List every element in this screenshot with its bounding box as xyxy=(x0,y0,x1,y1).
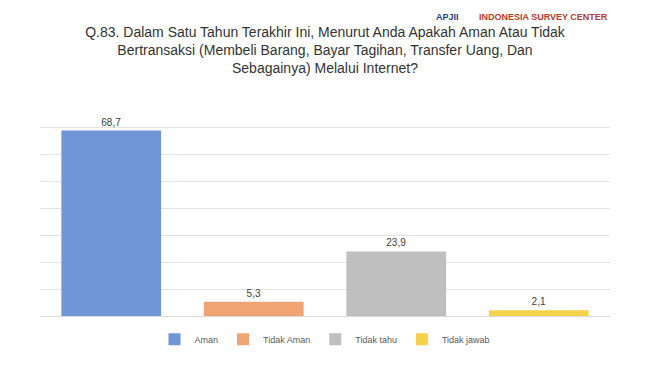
svg-text:Q.83. Dalam Satu Tahun Terakhi: Q.83. Dalam Satu Tahun Terakhir Ini, Men… xyxy=(85,24,566,76)
svg-text:2,1: 2,1 xyxy=(532,296,546,307)
svg-text:Tidak tahu: Tidak tahu xyxy=(355,335,397,345)
svg-text:68,7: 68,7 xyxy=(101,117,121,128)
svg-text:5,3: 5,3 xyxy=(247,288,261,299)
svg-text:APJII: APJII xyxy=(436,12,459,22)
svg-text:Tidak jawab: Tidak jawab xyxy=(442,335,490,345)
svg-text:Tidak Aman: Tidak Aman xyxy=(263,335,310,345)
svg-text:23,9: 23,9 xyxy=(386,237,406,248)
svg-text:Aman: Aman xyxy=(195,335,219,345)
svg-text:INDONESIA SURVEY CENTER: INDONESIA SURVEY CENTER xyxy=(479,12,608,22)
